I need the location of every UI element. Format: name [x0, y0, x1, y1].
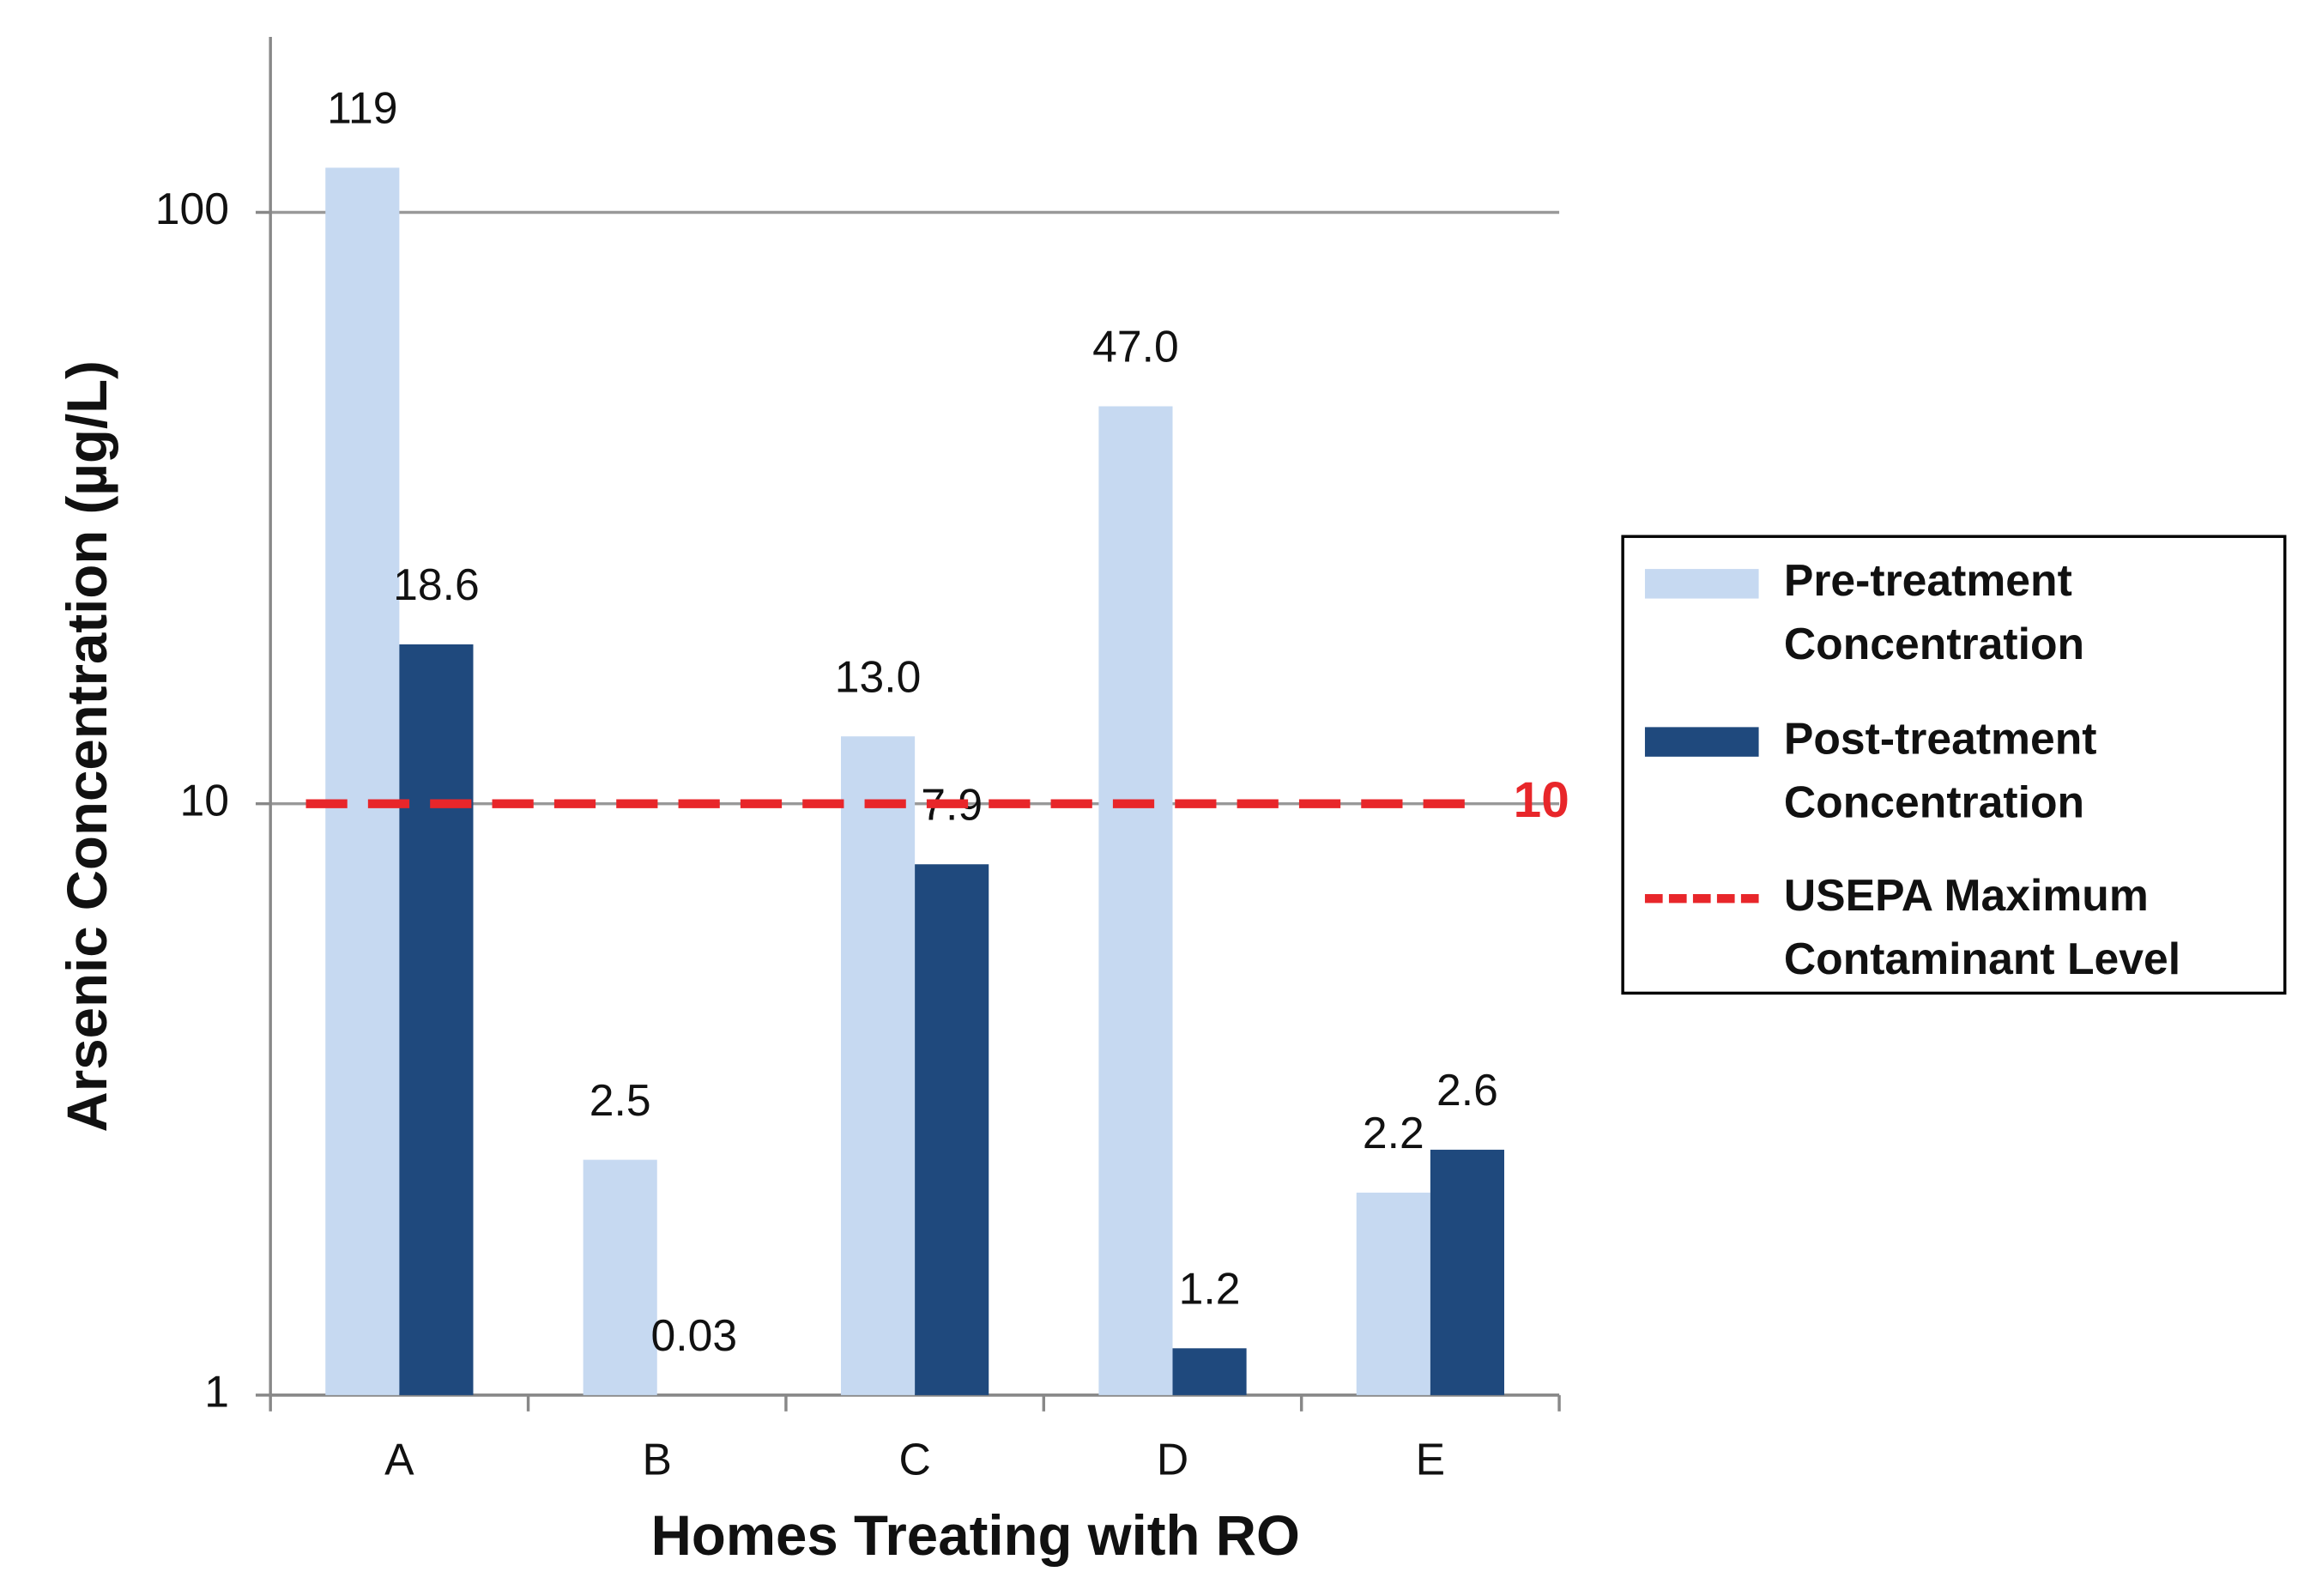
bar [583, 1159, 657, 1395]
data-label: 0.03 [651, 1310, 738, 1360]
x-tick-label: D [1157, 1435, 1188, 1484]
bar [1172, 1348, 1247, 1395]
bar [399, 644, 474, 1395]
data-label: 1.2 [1179, 1264, 1241, 1314]
x-tick-label: A [384, 1435, 414, 1484]
bar [1430, 1149, 1504, 1395]
data-label: 13.0 [835, 651, 922, 701]
legend-swatch [1644, 569, 1759, 599]
data-label: 119 [327, 83, 397, 133]
data-label: 2.5 [590, 1075, 651, 1125]
x-tick-label: E [1416, 1435, 1445, 1484]
bar [841, 736, 916, 1395]
legend-label: Pre-treatment Concentration [1783, 557, 2085, 670]
bar [1098, 406, 1173, 1395]
y-tick-label: 10 [179, 775, 228, 825]
x-tick-label: C [898, 1435, 930, 1484]
bar [325, 167, 400, 1395]
x-axis-title: Homes Treating with RO [651, 1504, 1300, 1567]
legend-swatch [1644, 894, 1759, 904]
legend-label: Post-treatment Concentration [1783, 715, 2097, 828]
data-label: 18.6 [393, 559, 480, 609]
reference-label: 10 [1514, 772, 1569, 828]
bar [1356, 1192, 1430, 1395]
legend-label: USEPA Maximum Contaminant Level [1783, 872, 2181, 985]
bar [915, 864, 989, 1395]
legend-swatch [1644, 727, 1759, 757]
y-tick-label: 1 [204, 1367, 229, 1417]
data-label: 47.0 [1092, 322, 1179, 372]
legend: Pre-treatment Concentration Post-treatmen… [1621, 535, 2287, 995]
y-tick-label: 100 [155, 184, 229, 233]
data-label: 2.6 [1436, 1065, 1498, 1115]
data-label: 2.2 [1363, 1108, 1424, 1158]
x-tick-label: B [643, 1435, 672, 1484]
y-axis-title: Arsenic Concentration (µg/L) [56, 360, 118, 1132]
